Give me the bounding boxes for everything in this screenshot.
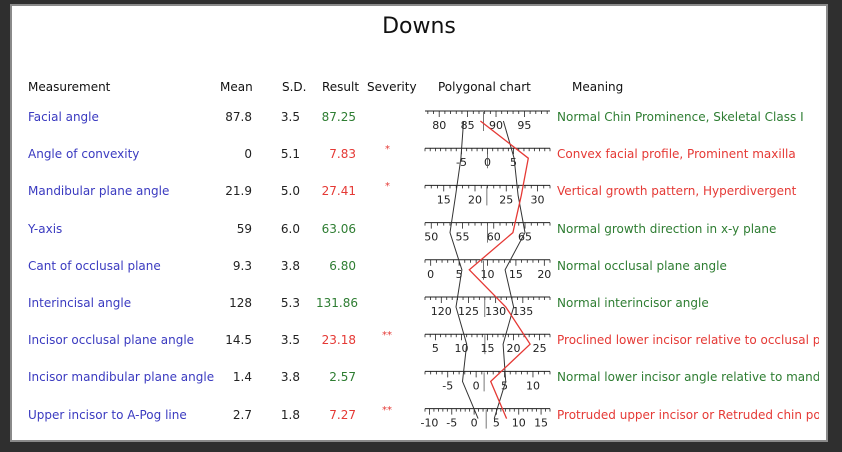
header-severity: Severity xyxy=(367,80,417,94)
measurement-label: Incisor mandibular plane angle xyxy=(28,370,215,385)
chart-tick-label: 55 xyxy=(456,231,470,244)
mean-value: 59 xyxy=(236,221,252,236)
chart-tick-label: 5 xyxy=(456,268,463,281)
result-value: 23.18 xyxy=(321,333,356,348)
measurement-label: Angle of convexity xyxy=(28,147,140,162)
header-sd: S.D. xyxy=(282,80,307,94)
chart-tick-label: -5 xyxy=(446,417,457,430)
header-chart: Polygonal chart xyxy=(438,80,531,94)
chart-tick-label: 80 xyxy=(432,119,446,132)
chart-tick-label: 10 xyxy=(512,417,526,430)
chart-tick-label: 135 xyxy=(512,305,533,318)
meaning-text: Normal Chin Prominence, Skeletal Class I xyxy=(557,110,804,124)
chart-tick-label: 85 xyxy=(461,119,475,132)
measurement-label: Interincisal angle xyxy=(28,296,132,310)
measurement-label: Upper incisor to A-Pog line xyxy=(28,407,187,422)
chart-tick-label: 95 xyxy=(517,119,531,132)
chart-sd-high-line xyxy=(493,120,526,419)
result-value: 7.83 xyxy=(329,147,356,162)
sd-value: 3.5 xyxy=(280,333,300,348)
header-result: Result xyxy=(322,80,360,94)
mean-value: 87.8 xyxy=(225,110,252,124)
result-value: 87.25 xyxy=(321,110,356,124)
header-meaning: Meaning xyxy=(572,80,624,94)
chart-tick-label: 60 xyxy=(487,231,501,244)
severity-marker: ** xyxy=(382,330,392,342)
meaning-text: Protruded upper incisor or Retruded chin… xyxy=(557,407,819,422)
result-value: 7.27 xyxy=(329,407,356,422)
chart-sd-low-line xyxy=(449,120,479,419)
chart-tick-label: 25 xyxy=(533,342,547,355)
measurement-label: Facial angle xyxy=(28,110,99,124)
chart-tick-label: 10 xyxy=(454,342,468,355)
chart-tick-label: 20 xyxy=(468,193,482,206)
result-value: 6.80 xyxy=(329,258,356,273)
meaning-text: Normal growth direction in x-y plane xyxy=(557,221,777,236)
mean-value: 2.7 xyxy=(232,407,252,422)
meaning-text: Normal interincisor angle xyxy=(557,296,709,310)
measurement-label: Cant of occlusal plane xyxy=(28,258,161,273)
mean-value: 21.9 xyxy=(225,184,252,199)
measurement-label: Y-axis xyxy=(28,221,63,236)
chart-tick-label: 5 xyxy=(510,156,517,169)
chart-tick-label: 5 xyxy=(432,342,439,355)
chart-tick-label: 15 xyxy=(437,193,451,206)
severity-marker: * xyxy=(385,144,390,156)
chart-tick-label: 0 xyxy=(473,379,480,392)
meaning-text: Normal lower incisor angle relative to m… xyxy=(557,370,819,385)
sd-value: 3.8 xyxy=(280,370,300,385)
meaning-text: Normal occlusal plane angle xyxy=(557,258,727,273)
mean-value: 128 xyxy=(229,296,252,310)
chart-result-line xyxy=(468,120,531,419)
result-value: 27.41 xyxy=(321,184,356,199)
chart-tick-label: 10 xyxy=(481,268,495,281)
chart-tick-label: 25 xyxy=(499,193,513,206)
chart-tick-label: 90 xyxy=(489,119,503,132)
chart-tick-label: -5 xyxy=(442,379,453,392)
result-value: 2.57 xyxy=(329,370,356,385)
sd-value: 3.8 xyxy=(280,258,300,273)
chart-tick-label: 0 xyxy=(427,268,434,281)
measurement-label: Mandibular plane angle xyxy=(28,184,170,199)
sd-value: 6.0 xyxy=(280,221,300,236)
chart-tick-label: 10 xyxy=(526,379,540,392)
mean-value: 1.4 xyxy=(232,370,252,385)
sd-value: 1.8 xyxy=(280,407,300,422)
measurement-label: Incisor occlusal plane angle xyxy=(28,333,195,348)
meaning-text: Proclined lower incisor relative to occl… xyxy=(557,333,819,348)
report-sheet: Downs Measurement Mean S.D. Result Sever… xyxy=(10,4,828,442)
chart-tick-label: 20 xyxy=(537,268,551,281)
result-value: 63.06 xyxy=(321,221,356,236)
chart-tick-label: 15 xyxy=(481,342,495,355)
meaning-text: Vertical growth pattern, Hyperdivergent xyxy=(557,184,797,199)
chart-tick-label: 130 xyxy=(485,305,506,318)
mean-value: 14.5 xyxy=(225,333,252,348)
chart-tick-label: -10 xyxy=(420,417,438,430)
result-value: 131.86 xyxy=(316,296,358,310)
severity-marker: ** xyxy=(382,404,392,416)
chart-tick-label: 120 xyxy=(431,305,452,318)
sd-value: 5.3 xyxy=(280,296,300,310)
header-mean: Mean xyxy=(220,80,253,94)
chart-tick-label: -5 xyxy=(456,156,467,169)
sd-value: 5.1 xyxy=(280,147,300,162)
meaning-text: Convex facial profile, Prominent maxilla xyxy=(557,147,796,162)
chart-tick-label: 20 xyxy=(507,342,521,355)
mean-value: 0 xyxy=(244,147,252,162)
chart-tick-label: 50 xyxy=(424,231,438,244)
severity-marker: * xyxy=(385,181,390,193)
chart-tick-label: 15 xyxy=(509,268,523,281)
page-title: Downs xyxy=(382,14,456,39)
header-measurement: Measurement xyxy=(28,80,111,94)
chart-tick-label: 5 xyxy=(493,417,500,430)
sd-value: 3.5 xyxy=(280,110,300,124)
mean-value: 9.3 xyxy=(232,258,252,273)
sd-value: 5.0 xyxy=(280,184,300,199)
chart-tick-label: 15 xyxy=(534,417,548,430)
chart-tick-label: 30 xyxy=(531,193,545,206)
chart-tick-label: 125 xyxy=(458,305,479,318)
chart-tick-label: 0 xyxy=(471,417,478,430)
chart-tick-label: 65 xyxy=(518,231,532,244)
